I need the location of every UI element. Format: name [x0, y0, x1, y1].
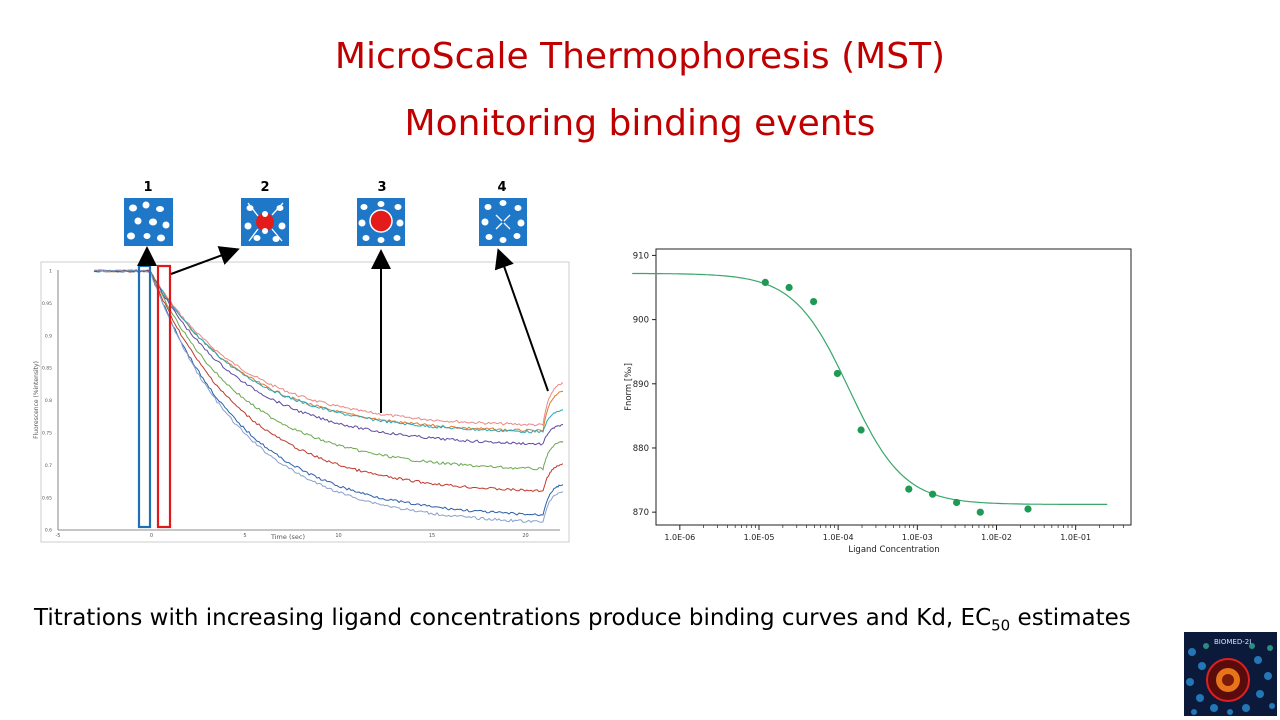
binding-x-tick-label: 1.0E-04: [823, 533, 854, 542]
mst-trace-line: [93, 269, 564, 427]
step-1-box: 1: [124, 180, 173, 246]
trace-y-tick-label: 0.65: [42, 495, 52, 501]
data-point: [761, 278, 769, 286]
trace-x-axis-label: Time (sec): [270, 533, 305, 541]
biomed-logo: BIOMED-2I: [1184, 632, 1277, 716]
trace-y-tick-label: 0.85: [42, 366, 52, 372]
data-point: [857, 426, 865, 434]
mst-trace-line: [93, 269, 564, 523]
data-point: [785, 283, 793, 292]
step-1-label: 1: [143, 180, 152, 195]
trace-y-tick-label: 0.75: [42, 431, 52, 437]
trace-x-tick-label: 0: [150, 533, 153, 539]
binding-y-tick-label: 870: [633, 508, 649, 518]
data-point: [905, 485, 913, 493]
binding-y-tick-label: 890: [633, 380, 649, 390]
binding-y-tick-label: 900: [633, 316, 649, 326]
trace-x-tick-label: 5: [243, 533, 246, 539]
trace-y-tick-label: 0.7: [45, 463, 52, 469]
mst-trace-line: [93, 269, 564, 434]
t-jump-region-box: [156, 264, 172, 529]
binding-x-tick-label: 1.0E-03: [902, 533, 933, 542]
mst-traces: [93, 269, 564, 523]
fit-curve-line: [632, 272, 1108, 505]
binding-x-tick-label: 1.0E-06: [664, 533, 695, 542]
data-point: [810, 298, 818, 306]
step-3-label: 3: [377, 180, 386, 195]
trace-x-tick-label: 15: [429, 533, 435, 539]
fit-curve: [632, 272, 1108, 505]
binding-curve-chart: 870 880 890 900 910 1.0E-06 1.0E-05 1.0E-04 1.0…: [624, 248, 1132, 555]
mst-trace-line: [93, 269, 564, 446]
slide-title: MicroScale Thermophoresis (MST): [334, 36, 946, 77]
trace-x-tick-label: 20: [522, 533, 528, 539]
step-4-box: 4: [479, 180, 527, 246]
slide-subtitle: Monitoring binding events: [404, 103, 876, 144]
step-2-label: 2: [260, 180, 269, 195]
mst-trace-line: [93, 269, 564, 517]
data-point: [953, 498, 961, 507]
step-3-box: 3: [357, 180, 405, 246]
caption-end: estimates: [1010, 605, 1131, 631]
trace-x-tick-label: 10: [335, 533, 341, 539]
trace-y-tick-label: 0.9: [45, 333, 52, 339]
trace-x-tick-label: -5: [56, 533, 61, 539]
binding-y-tick-label: 910: [633, 251, 649, 261]
data-point: [833, 369, 841, 378]
data-point: [976, 508, 984, 516]
mst-trace-line: [93, 269, 564, 493]
mst-trace-figure: 1 2 3: [33, 180, 570, 543]
step-2-box: 2: [241, 180, 289, 246]
mst-trace-line: [93, 269, 564, 471]
step-arrows: [137, 246, 549, 413]
cold-region-box: [137, 264, 152, 529]
trace-y-tick-label: 0.6: [45, 528, 52, 534]
logo-text: BIOMED-2I: [1214, 638, 1252, 646]
binding-x-axis-label: Ligand Concentration: [848, 545, 939, 555]
data-point: [1024, 505, 1032, 513]
binding-y-axis-label: Fnorm [‰]: [624, 363, 634, 411]
caption-subscript: 50: [991, 616, 1011, 635]
binding-x-tick-label: 1.0E-02: [981, 533, 1012, 542]
binding-x-tick-label: 1.0E-01: [1060, 533, 1091, 542]
caption-text: Titrations with increasing ligand concen…: [34, 605, 992, 631]
binding-y-tick-label: 880: [633, 444, 649, 454]
trace-y-axis-label: Fluorescence (%intensity): [33, 361, 40, 439]
trace-y-tick-label: 0.8: [45, 398, 52, 404]
logo-graphic: [1186, 643, 1275, 715]
slide-caption: Titrations with increasing ligand concen…: [34, 605, 1131, 635]
binding-x-tick-label: 1.0E-05: [744, 533, 775, 542]
trace-y-tick-label: 1: [49, 269, 52, 275]
data-point: [929, 490, 937, 498]
step-4-label: 4: [497, 180, 506, 195]
trace-y-tick-label: 0.95: [42, 301, 52, 307]
